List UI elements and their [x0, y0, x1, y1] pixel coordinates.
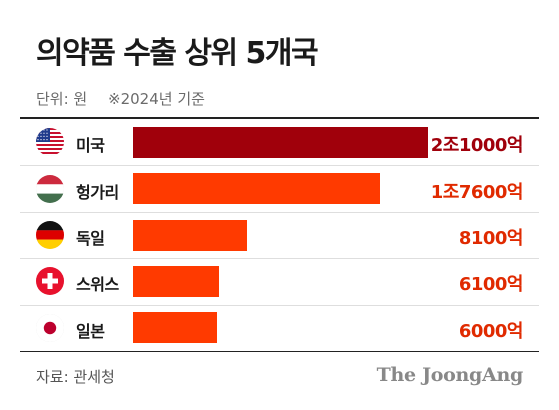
bar [133, 127, 428, 158]
top-rule [20, 117, 539, 119]
row-separator [20, 258, 539, 259]
value-label: 8100억 [458, 228, 524, 249]
row-separator [20, 212, 539, 213]
bar [133, 266, 219, 297]
switzerland-flag-icon [36, 267, 64, 295]
value-label: 6100억 [458, 274, 524, 295]
category-label: 독일 [76, 229, 105, 248]
value-label: 6000억 [458, 321, 524, 342]
category-label: 일본 [76, 322, 105, 341]
us-flag-icon [36, 128, 64, 156]
row-separator [20, 165, 539, 166]
bar [133, 312, 217, 343]
value-label: 1조7600억 [430, 182, 524, 203]
bottom-rule [20, 351, 539, 352]
bar [133, 220, 247, 251]
hungary-flag-icon [36, 175, 64, 203]
unit-label: 단위: 원 [36, 90, 88, 108]
japan-flag-icon [36, 314, 64, 342]
category-label: 스위스 [76, 275, 119, 294]
source-note: 자료: 관세청 [36, 368, 115, 386]
row-separator [20, 305, 539, 306]
category-label: 미국 [76, 136, 105, 155]
germany-flag-icon [36, 221, 64, 249]
bar [133, 173, 380, 204]
value-label: 2조1000억 [430, 135, 524, 156]
unit-note: 단위: 원 ※2024년 기준 [36, 88, 221, 109]
basis-note: ※2024년 기준 [108, 90, 205, 108]
publisher-logo: The JoongAng [376, 364, 524, 386]
category-label: 헝가리 [76, 183, 119, 202]
chart-title: 의약품 수출 상위 5개국 [36, 36, 319, 71]
